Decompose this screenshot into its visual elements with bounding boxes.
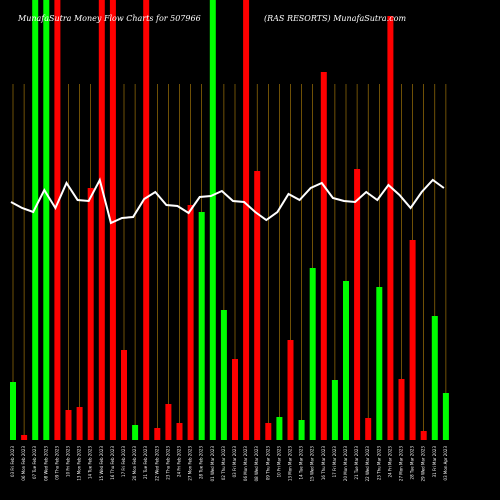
money-flow-line: [10, 177, 445, 225]
chart-subtitle: (RAS RESORTS) MunafaSutra.com: [264, 14, 406, 23]
bar-6: [65, 410, 72, 440]
x-tick-label: 09 Thu Feb 2023: [54, 446, 59, 480]
x-tick-label: 06 Mon Feb 2023: [21, 446, 26, 481]
bar-26: [287, 340, 294, 440]
x-tick-label: 28 Tue Feb 2023: [199, 446, 204, 479]
bar-1: [10, 382, 16, 440]
bar-15: [165, 404, 172, 440]
x-tick-labels: 03 Fri Feb 2023 06 Mon Feb 2023 07 Tue Feb…: [10, 446, 448, 482]
bar-34: [376, 287, 383, 440]
bar-27: [298, 420, 305, 440]
x-tick-label: 29 Wed Mar 2023: [421, 446, 426, 482]
bar-31: [343, 281, 349, 440]
bar-39: [431, 316, 438, 440]
x-tick-label: 23 Thu Feb 2023: [165, 446, 170, 480]
chart-title: MunafaSutra Money Flow Charts for 507966: [17, 14, 201, 23]
bar-5: [54, 0, 61, 440]
bar-38: [420, 431, 427, 440]
x-tick-label: 03 Mon Apr 2023: [443, 446, 448, 481]
x-tick-label: 03 Fri Feb 2023: [10, 446, 15, 477]
bar-32: [354, 169, 361, 440]
x-tick-label: 03 Fri Mar 2023: [232, 446, 237, 478]
bar-18: [198, 212, 205, 440]
bar-19: [209, 0, 216, 440]
bar-11: [121, 350, 127, 440]
bar-9: [98, 0, 105, 440]
bar-12: [132, 425, 139, 440]
x-tick-label: 10 Fri Feb 2023: [66, 446, 71, 477]
bar-30: [331, 380, 338, 440]
bar-29: [320, 72, 327, 440]
bar-35: [387, 16, 394, 440]
x-tick-label: 08 Wed Feb 2023: [43, 446, 48, 481]
x-tick-label: 28 Tue Mar 2023: [410, 446, 415, 480]
x-tick-label: 07 Tue Feb 2023: [32, 446, 37, 479]
bar-33: [365, 418, 372, 440]
x-tick-label: 06 Mon Mar 2023: [243, 446, 248, 482]
bar-24: [265, 423, 272, 440]
x-tick-label: 23 Thu Mar 2023: [376, 446, 381, 481]
x-tick-label: 22 Wed Feb 2023: [154, 446, 159, 481]
x-tick-label: 17 Fri Mar 2023: [332, 446, 337, 478]
x-tick-label: 08 Wed Mar 2023: [254, 446, 259, 482]
x-tick-label: 17 Fri Feb 2023: [121, 446, 126, 477]
x-tick-label: 13 Mon Feb 2023: [77, 446, 82, 481]
bar-25: [276, 417, 283, 440]
bar-4: [43, 0, 50, 440]
bar-36: [398, 379, 405, 440]
bar-16: [176, 423, 183, 440]
bar-series: [10, 0, 449, 440]
x-tick-label: 15 Wed Feb 2023: [99, 446, 104, 481]
bar-20: [220, 310, 227, 440]
x-tick-label: 27 Mon Feb 2023: [188, 446, 193, 481]
x-tick-label: 22 Wed Mar 2023: [365, 446, 370, 482]
x-tick-label: 16 Thu Mar 2023: [321, 446, 326, 481]
x-tick-label: 21 Tue Mar 2023: [354, 446, 359, 480]
x-tick-label: 14 Tue Mar 2023: [299, 446, 304, 480]
x-tick-label: 14 Tue Feb 2023: [88, 446, 93, 479]
x-tick-label: 20 Mon Feb 2023: [132, 446, 137, 481]
bar-21: [232, 359, 238, 440]
x-tick-label: 13 Mon Mar 2023: [288, 446, 293, 482]
x-tick-label: 02 Thu Mar 2023: [221, 446, 226, 481]
bar-2: [21, 435, 28, 440]
x-tick-label: 15 Wed Mar 2023: [310, 446, 315, 482]
bar-28: [309, 268, 316, 440]
bar-37: [409, 240, 416, 440]
bar-40: [442, 393, 449, 440]
bar-13: [143, 0, 150, 440]
bar-7: [76, 407, 83, 440]
x-tick-label: 20 Mon Mar 2023: [343, 446, 348, 482]
x-tick-label: 24 Fri Feb 2023: [177, 446, 182, 477]
bar-23: [254, 171, 261, 440]
bar-8: [87, 188, 94, 440]
x-tick-label: 31 Fri Mar 2023: [432, 446, 437, 478]
bar-22: [243, 0, 250, 440]
x-tick-label: 21 Tue Feb 2023: [143, 446, 148, 479]
bar-10: [109, 0, 116, 440]
x-tick-label: 09 Thu Mar 2023: [265, 446, 270, 481]
x-tick-label: 24 Fri Mar 2023: [387, 446, 392, 478]
x-tick-label: 10 Fri Mar 2023: [276, 446, 281, 478]
x-tick-label: 16 Thu Feb 2023: [110, 446, 115, 480]
x-tick-label: 01 Wed Mar 2023: [210, 446, 215, 482]
bar-3: [32, 0, 39, 440]
bar-14: [154, 428, 161, 440]
x-tick-label: 27 Mon Mar 2023: [399, 446, 404, 482]
bar-17: [187, 205, 194, 440]
